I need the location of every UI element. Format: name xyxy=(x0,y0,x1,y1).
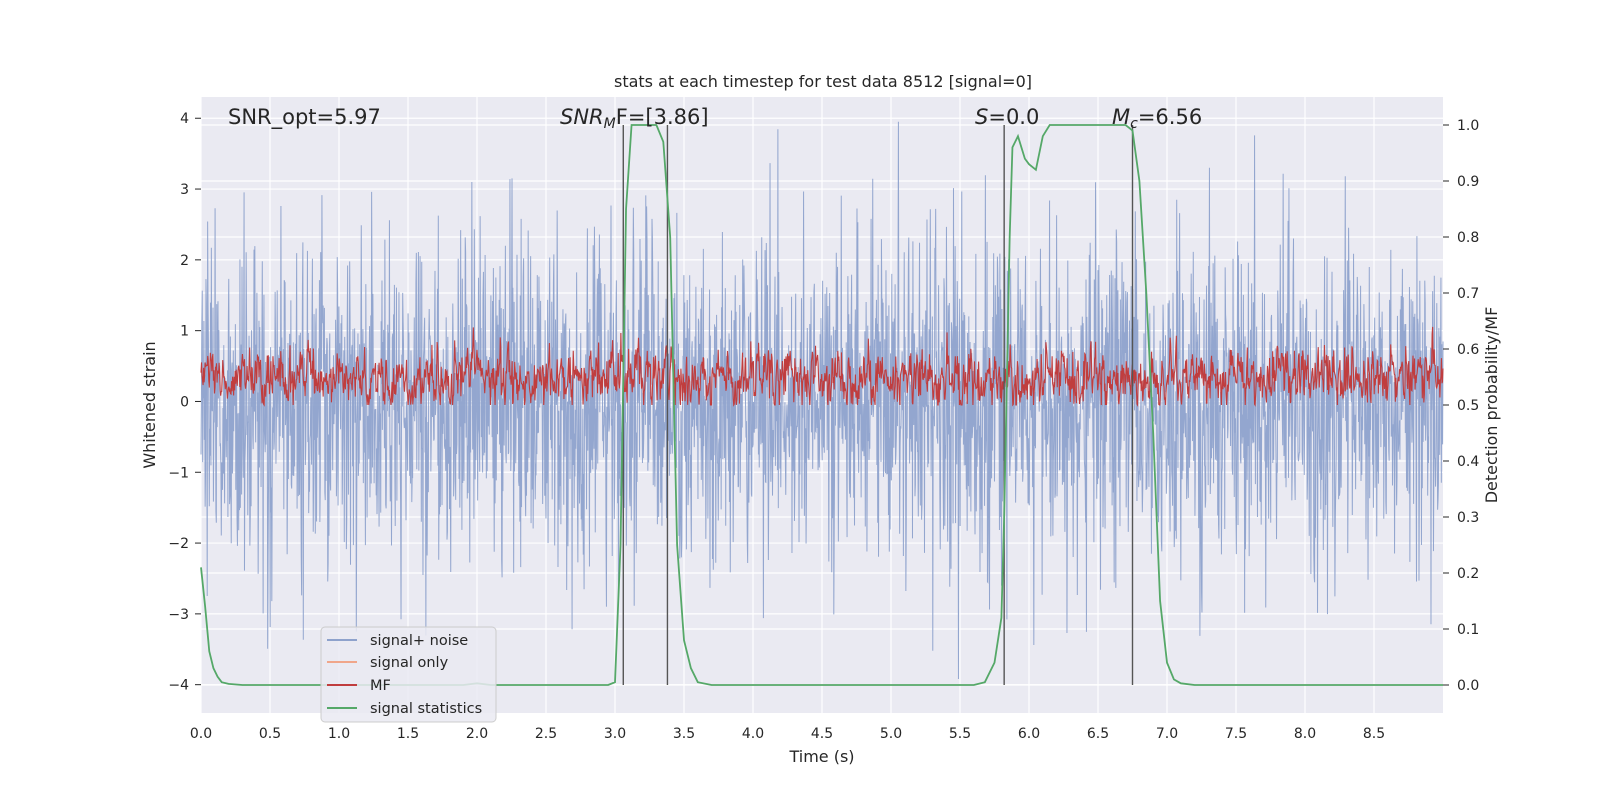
x-tick-label: 7.5 xyxy=(1225,726,1247,742)
y2-axis-ticks: 0.0 0.1 0.2 0.3 0.4 0.5 0.6 0.7 0.8 0.9 1.0 xyxy=(1443,118,1479,694)
y2-tick-label: 0.2 xyxy=(1457,566,1479,582)
y2-tick-label: 1.0 xyxy=(1457,118,1479,134)
y-tick-label: 3 xyxy=(180,182,189,198)
x-tick-label: 7.0 xyxy=(1156,726,1178,742)
legend-label-stats: signal statistics xyxy=(370,701,482,717)
x-tick-label: 4.5 xyxy=(811,726,833,742)
y2-tick-label: 0.9 xyxy=(1457,174,1479,190)
y2-tick-label: 0.5 xyxy=(1457,398,1479,414)
y2-tick-label: 0.4 xyxy=(1457,454,1479,470)
signal-noise-line xyxy=(200,121,1444,680)
x-tick-label: 5.5 xyxy=(949,726,971,742)
x-tick-label: 6.0 xyxy=(1018,726,1040,742)
x-axis-label: Time (s) xyxy=(788,747,854,766)
x-tick-label: 0.5 xyxy=(259,726,281,742)
y-tick-label: 2 xyxy=(180,253,189,269)
y-tick-label: −2 xyxy=(168,536,189,552)
y-tick-label: −4 xyxy=(168,678,189,694)
y-tick-label: −1 xyxy=(168,465,189,481)
x-tick-label: 3.5 xyxy=(673,726,695,742)
signal-noise-series xyxy=(200,121,1444,680)
legend-label-noise: signal+ noise xyxy=(370,633,468,649)
y2-tick-label: 0.6 xyxy=(1457,342,1479,358)
mf-line xyxy=(200,326,1444,407)
x-tick-label: 1.5 xyxy=(397,726,419,742)
x-tick-label: 0.0 xyxy=(190,726,212,742)
x-tick-label: 8.5 xyxy=(1363,726,1385,742)
y-tick-label: 0 xyxy=(180,394,189,410)
x-tick-label: 2.0 xyxy=(466,726,488,742)
mf-series xyxy=(200,326,1444,407)
x-tick-label: 3.0 xyxy=(604,726,626,742)
legend-box xyxy=(320,626,497,723)
legend-label-signal: signal only xyxy=(370,655,449,671)
annotation-snr-mf: SNRMF=[3.86] xyxy=(560,105,709,132)
x-tick-label: 6.5 xyxy=(1087,726,1109,742)
y2-tick-label: 0.8 xyxy=(1457,230,1479,246)
x-tick-label: 2.5 xyxy=(535,726,557,742)
y2-tick-label: 0.0 xyxy=(1457,678,1479,694)
y2-tick-label: 0.7 xyxy=(1457,286,1479,302)
legend-label-mf: MF xyxy=(370,678,391,694)
x-tick-label: 4.0 xyxy=(742,726,764,742)
y-tick-label: 4 xyxy=(180,111,189,127)
x-tick-label: 5.0 xyxy=(880,726,902,742)
y2-tick-label: 0.3 xyxy=(1457,510,1479,526)
x-tick-label: 1.0 xyxy=(328,726,350,742)
x-tick-label: 8.0 xyxy=(1294,726,1316,742)
x-axis-ticks: 0.0 0.5 1.0 1.5 2.0 2.5 3.0 3.5 4.0 4.5 5.0 5.5 6.0 6… xyxy=(190,726,1385,742)
annotation-mc: Mc=6.56 xyxy=(1112,105,1202,132)
annotation-s: S=0.0 xyxy=(975,105,1039,129)
annotation-snr-opt: SNR_opt=5.97 xyxy=(228,105,381,130)
y2-tick-label: 0.1 xyxy=(1457,622,1479,638)
chart-title: stats at each timestep for test data 851… xyxy=(614,72,1032,91)
y-tick-label: −3 xyxy=(168,607,189,623)
y-axis-label: Whitened strain xyxy=(140,341,159,468)
y2-axis-label: Detection probability/MF xyxy=(1482,307,1501,504)
y-axis-ticks: −4 −3 −2 −1 0 1 2 3 4 xyxy=(168,111,201,694)
legend: signal+ noise signal only MF signal stat… xyxy=(320,626,497,723)
y-tick-label: 1 xyxy=(180,324,189,340)
